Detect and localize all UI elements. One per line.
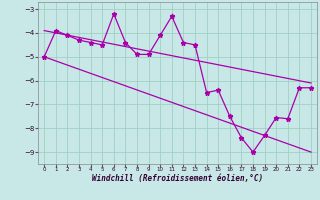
X-axis label: Windchill (Refroidissement éolien,°C): Windchill (Refroidissement éolien,°C) <box>92 174 263 183</box>
